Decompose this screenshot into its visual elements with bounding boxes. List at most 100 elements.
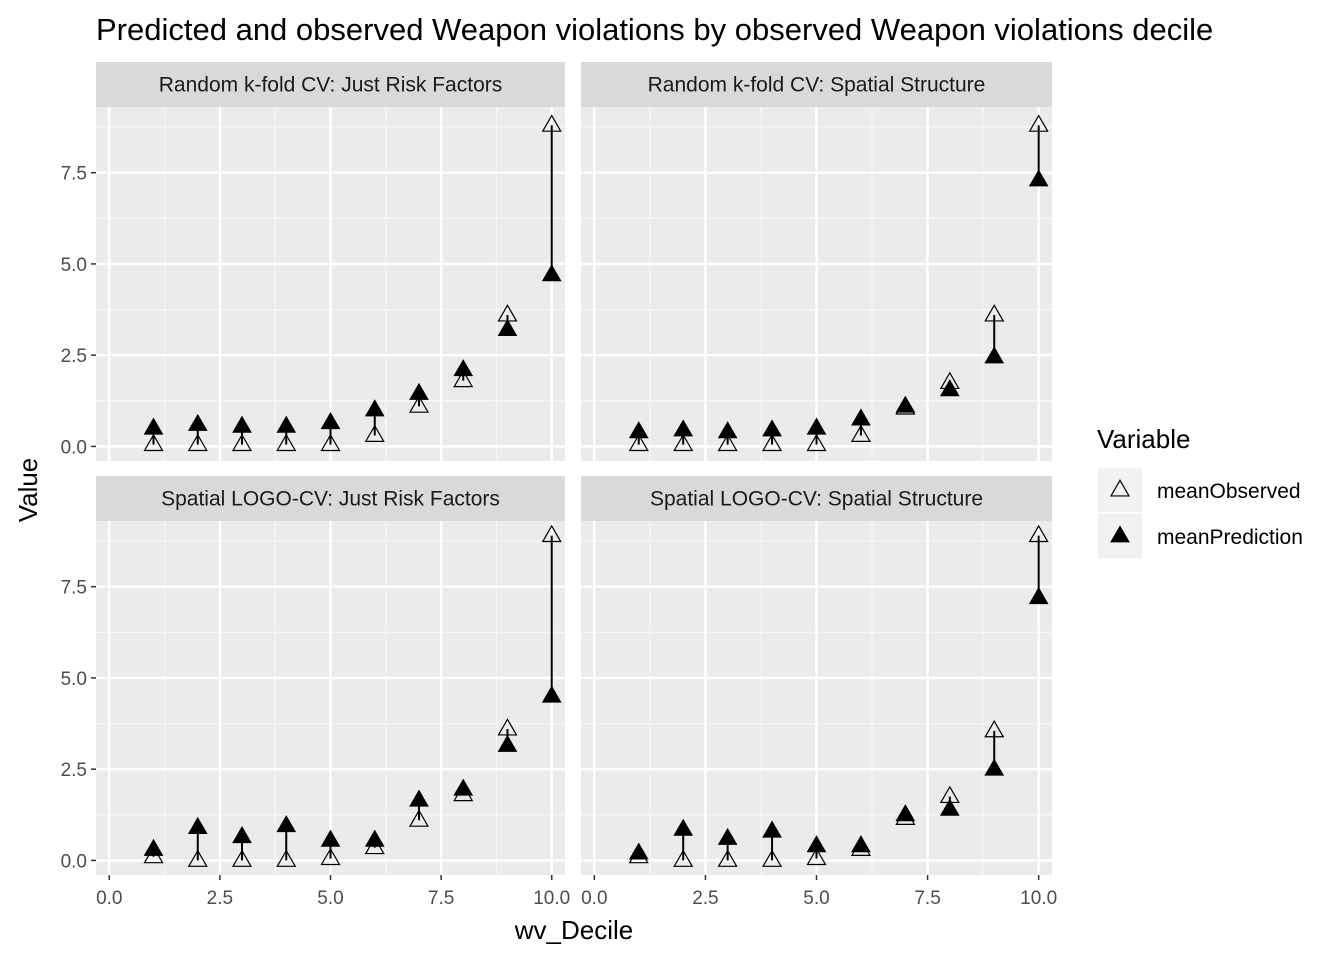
panel-2: Random k-fold CV: Spatial Structure: [581, 62, 1052, 461]
x-tick-label: 2.5: [692, 888, 718, 909]
point-mean-prediction: [232, 415, 252, 433]
point-mean-prediction: [320, 412, 341, 430]
legend-title: Variable: [1097, 424, 1190, 454]
legend-key-background: [1098, 468, 1142, 512]
x-tick-label: 2.5: [207, 888, 233, 909]
point-mean-observed: [408, 395, 430, 413]
point-mean-prediction: [673, 419, 694, 437]
point-mean-prediction: [409, 789, 429, 807]
point-mean-prediction: [717, 827, 738, 845]
y-tick-label: 7.5: [61, 578, 87, 599]
x-tick-label: 5.0: [803, 888, 829, 909]
point-mean-prediction: [939, 379, 960, 397]
point-mean-prediction: [717, 421, 738, 439]
point-mean-prediction: [628, 421, 649, 439]
point-mean-observed: [541, 524, 562, 543]
point-mean-prediction: [673, 818, 694, 836]
panel-1: Random k-fold CV: Just Risk Factors: [96, 62, 565, 461]
y-axis-title: Value: [13, 458, 43, 523]
strip-label: Random k-fold CV: Just Risk Factors: [159, 74, 503, 97]
chart-title: Predicted and observed Weapon violations…: [96, 12, 1213, 47]
point-mean-prediction: [806, 835, 827, 853]
point-mean-prediction: [762, 820, 782, 838]
strip-label: Spatial LOGO-CV: Spatial Structure: [650, 488, 983, 511]
point-mean-observed: [1028, 114, 1049, 132]
y-tick-label: 0.0: [61, 437, 87, 458]
y-tick-label: 7.5: [61, 164, 87, 185]
panel-3: Spatial LOGO-CV: Just Risk Factors: [96, 476, 565, 875]
x-tick-label: 5.0: [317, 888, 343, 909]
panels-layer: Random k-fold CV: Just Risk Factors Rando…: [96, 62, 1052, 875]
point-mean-observed: [673, 433, 694, 452]
point-mean-observed: [320, 433, 341, 452]
x-tick-label: 7.5: [914, 888, 940, 909]
point-mean-observed: [762, 433, 783, 452]
point-mean-observed: [984, 719, 1005, 738]
legend-entry-label: meanObserved: [1157, 480, 1301, 503]
point-mean-prediction: [762, 419, 782, 437]
strip-background: [96, 62, 565, 107]
panel-4: Spatial LOGO-CV: Spatial Structure: [581, 476, 1052, 875]
point-mean-prediction: [851, 835, 871, 853]
point-mean-observed: [231, 849, 253, 867]
strip-background: [581, 62, 1052, 107]
x-tick-label: 7.5: [428, 888, 454, 909]
point-mean-observed: [408, 809, 430, 827]
point-mean-observed: [717, 433, 738, 452]
strip-background: [581, 476, 1052, 521]
legend-key-filled-triangle: [1110, 525, 1130, 543]
point-mean-observed: [984, 304, 1005, 322]
point-mean-prediction: [232, 826, 252, 844]
y-tick-label: 5.0: [61, 669, 87, 690]
point-mean-observed: [320, 847, 341, 866]
point-mean-prediction: [851, 408, 871, 426]
x-axis-title: wv_Decile: [514, 915, 634, 945]
point-mean-prediction: [497, 734, 518, 752]
point-mean-observed: [673, 849, 694, 867]
point-mean-observed: [187, 849, 208, 867]
point-mean-observed: [364, 424, 385, 442]
point-mean-prediction: [453, 359, 474, 377]
point-mean-observed: [806, 433, 827, 452]
point-mean-prediction: [628, 842, 649, 860]
point-mean-prediction: [143, 838, 164, 856]
point-mean-prediction: [276, 815, 297, 833]
y-tick-label: 2.5: [61, 346, 87, 367]
point-mean-prediction: [320, 829, 341, 847]
point-mean-prediction: [939, 798, 960, 816]
point-mean-prediction: [895, 804, 916, 822]
point-mean-prediction: [541, 685, 562, 703]
point-mean-observed: [541, 114, 562, 132]
point-mean-prediction: [984, 758, 1005, 776]
x-tick-label: 0.0: [581, 888, 607, 909]
point-mean-observed: [806, 847, 827, 866]
x-tick-label: 0.0: [96, 888, 122, 909]
legend-entry-label: meanPrediction: [1157, 526, 1303, 549]
y-tick-label: 5.0: [61, 255, 87, 276]
point-mean-prediction: [984, 346, 1005, 364]
axes-layer: 0.0 2.5 5.0 7.5 0.0 2.5 5.0 7.5 0.0 2.5 5.0 7.5 10.0…: [61, 164, 1058, 909]
point-mean-observed: [187, 433, 208, 452]
strip-label: Random k-fold CV: Spatial Structure: [648, 74, 986, 97]
point-mean-observed: [628, 433, 649, 452]
point-mean-prediction: [541, 264, 562, 282]
point-mean-observed: [453, 369, 474, 388]
point-mean-prediction: [1028, 586, 1049, 605]
point-mean-prediction: [806, 417, 827, 435]
point-mean-observed: [231, 433, 253, 452]
point-mean-observed: [717, 849, 738, 867]
point-mean-prediction: [276, 415, 297, 433]
legend: Variable meanObserved meanPrediction: [1097, 424, 1303, 558]
point-mean-prediction: [364, 829, 385, 847]
point-mean-observed: [143, 433, 164, 452]
point-mean-observed: [762, 849, 783, 867]
point-mean-prediction: [1028, 169, 1049, 187]
point-mean-prediction: [497, 318, 518, 337]
point-mean-prediction: [143, 417, 164, 435]
point-mean-observed: [850, 424, 871, 442]
x-tick-label: 10.0: [1020, 888, 1057, 909]
point-mean-observed: [1028, 524, 1049, 543]
point-mean-observed: [276, 433, 297, 452]
point-mean-prediction: [364, 399, 385, 417]
